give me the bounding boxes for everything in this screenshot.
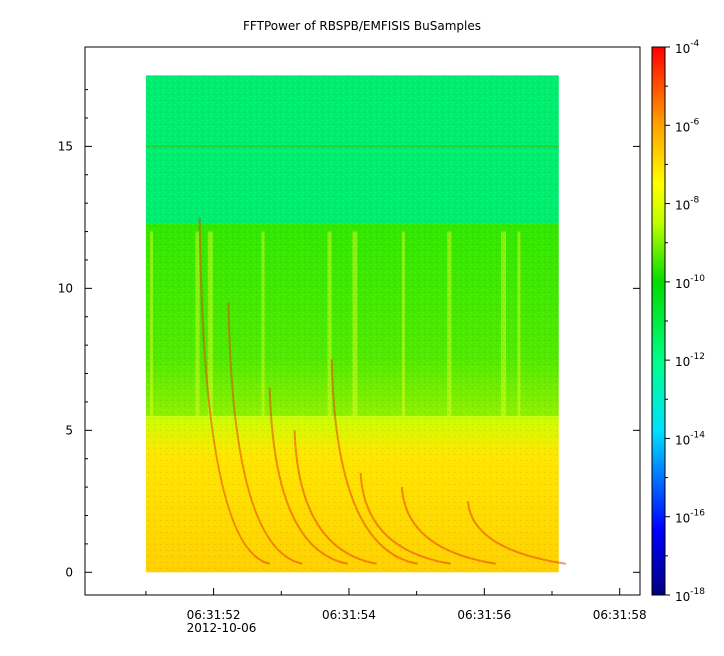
y-axis: 0 5 10 15 <box>58 89 640 579</box>
spectrogram-texture <box>145 75 559 573</box>
spectrogram <box>145 75 567 573</box>
x-date-label: 2012-10-06 <box>187 621 257 635</box>
x-tick-label: 06:31:54 <box>322 608 376 622</box>
y-tick-label: 15 <box>58 139 73 153</box>
x-tick-label: 06:31:52 <box>187 608 241 622</box>
colorbar-tick-label: 10-10 <box>675 274 705 291</box>
colorbar-tick-label: 10-14 <box>675 430 705 447</box>
colorbar-tick-label: 10-4 <box>675 39 700 56</box>
x-tick-label: 06:31:56 <box>457 608 511 622</box>
colorbar-tick-label: 10-18 <box>675 587 705 604</box>
colorbar-ticks: 10-4 10-6 10-8 10-10 10-12 10-14 10-16 10-18 <box>665 39 705 604</box>
y-tick-label: 10 <box>58 281 73 295</box>
colorbar-tick-label: 10-6 <box>675 117 700 134</box>
colorbar-tick-label: 10-12 <box>675 352 705 369</box>
colorbar <box>651 46 666 596</box>
colorbar-tick-label: 10-16 <box>675 509 705 526</box>
x-tick-label: 06:31:58 <box>593 608 647 622</box>
y-tick-label: 5 <box>65 423 73 437</box>
chart-title: FFTPower of RBSPB/EMFISIS BuSamples <box>243 19 481 33</box>
colorbar-tick-label: 10-8 <box>675 196 700 213</box>
y-tick-label: 0 <box>65 565 73 579</box>
